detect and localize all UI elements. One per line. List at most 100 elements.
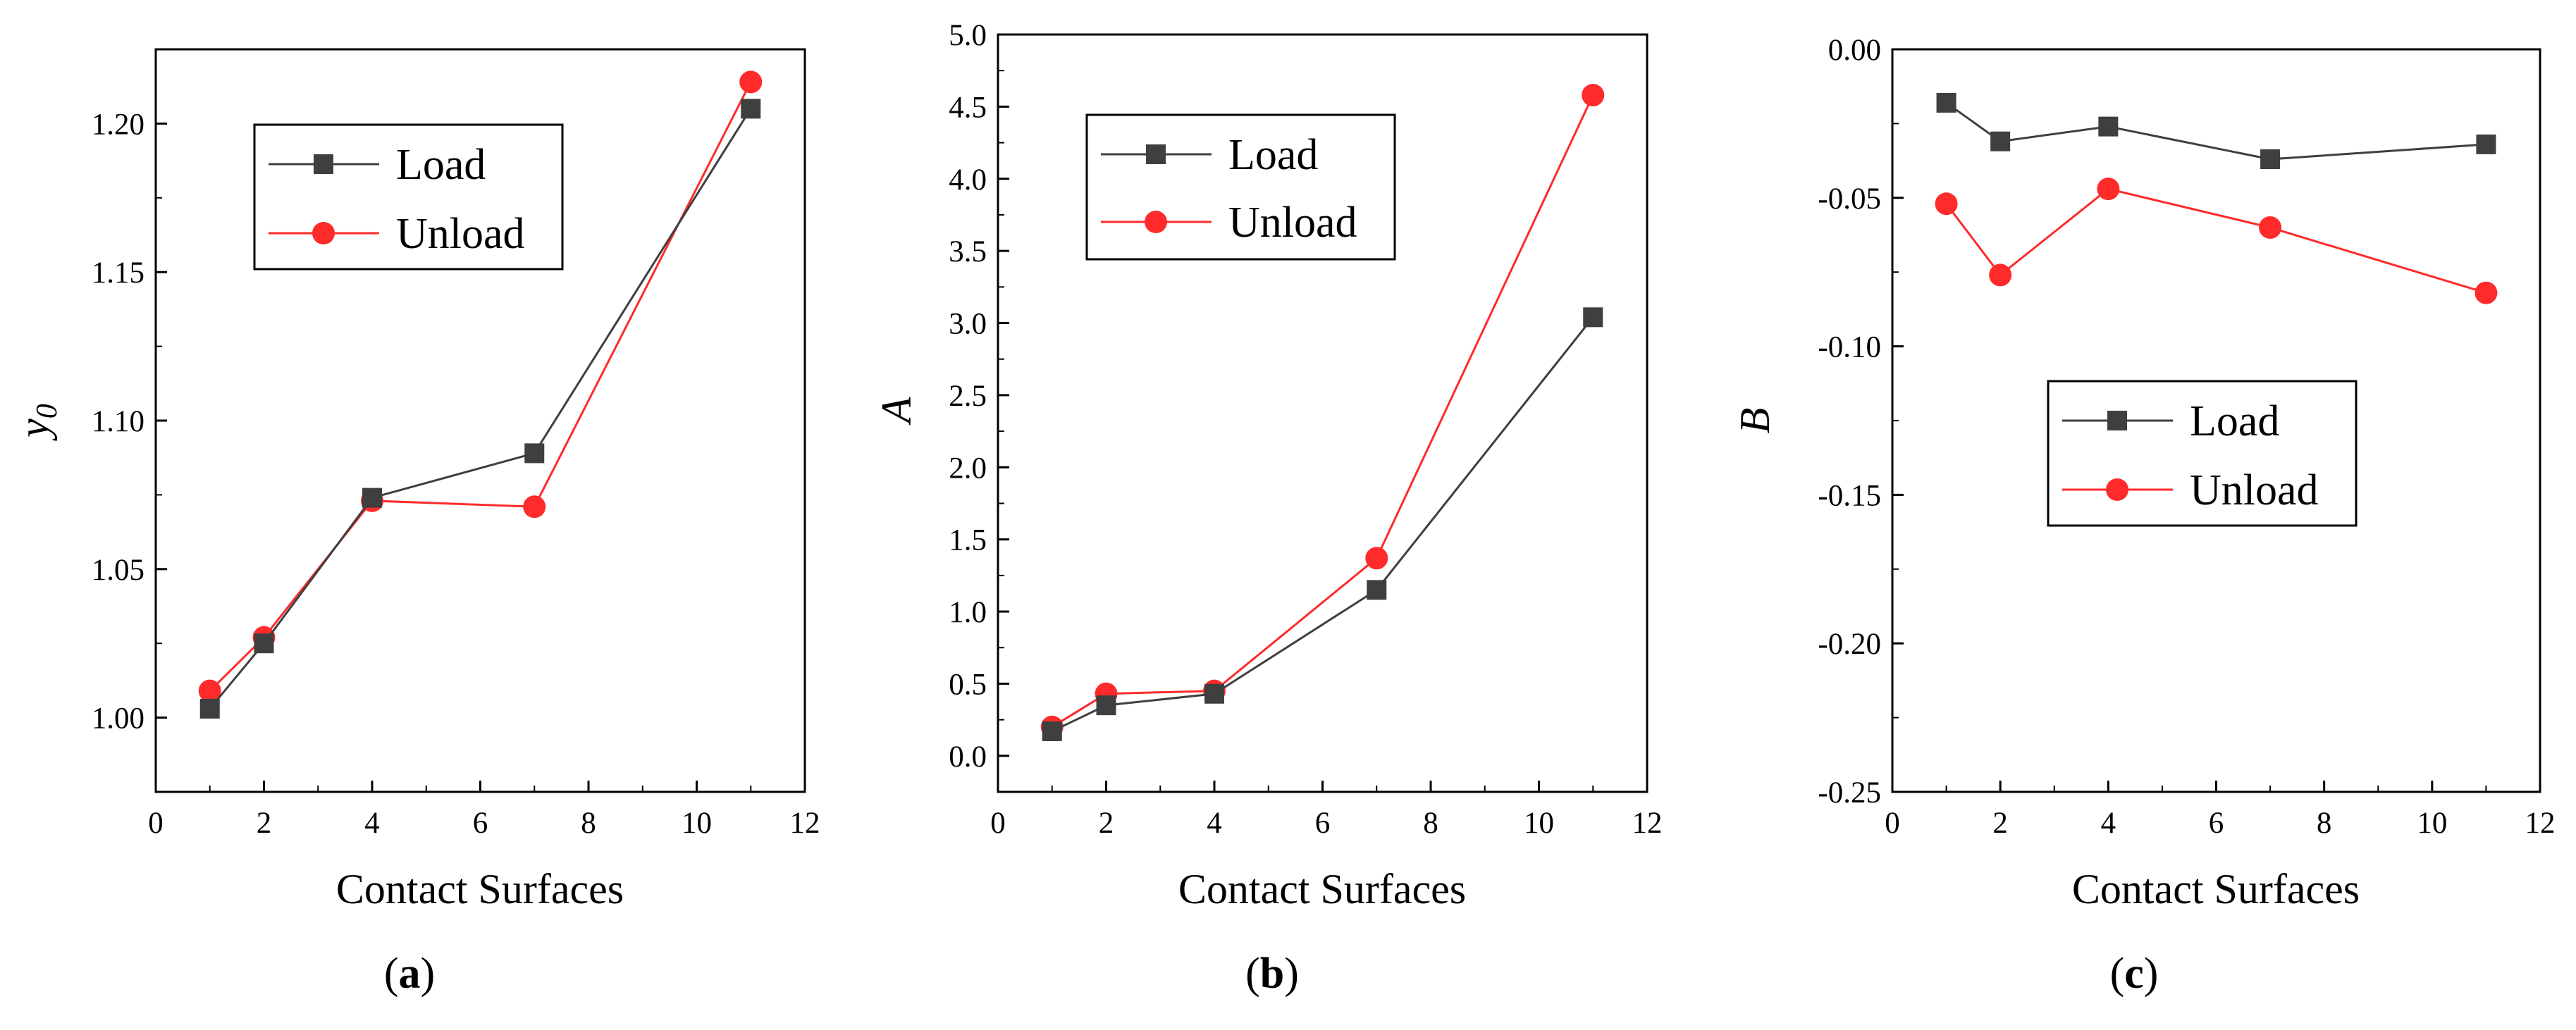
x-tick-label-c-3: 6 [2209,807,2224,840]
legend-load-label-a: Load [396,141,486,189]
y-axis-title-a: y0 [11,404,63,442]
data-point-unload-b-3 [1365,547,1388,570]
plot-series-a [198,70,763,719]
series-line-load-b [1052,316,1594,733]
x-tick-label-c-4: 8 [2317,807,2332,840]
data-point-load-a-1 [254,633,274,654]
legend-load-marker-b [1146,144,1166,164]
legend-load-marker-a [314,154,333,174]
data-point-load-c-4 [2476,134,2496,154]
y-tick-label-b-10: 5.0 [949,19,987,52]
x-tick-label-c-1: 2 [1992,807,2008,840]
plot-series-b [1040,84,1605,741]
x-tick-label-c-5: 10 [2417,807,2447,840]
x-tick-label-a-1: 2 [257,807,272,840]
x-tick-label-b-6: 12 [1632,807,1663,840]
data-point-load-a-3 [524,443,545,464]
data-point-unload-c-1 [1989,263,2012,287]
panel-caption-a-close: ) [421,950,436,998]
panel-caption-c-open: ( [2110,950,2125,998]
y-tick-label-c-1: -0.20 [1818,628,1881,661]
data-point-unload-c-0 [1935,192,1958,216]
y-tick-label-b-0: 0.0 [949,740,987,774]
x-tick-label-a-6: 12 [790,807,820,840]
panel-caption-c-close: ) [2144,950,2159,998]
legend-unload-marker-c [2106,478,2128,501]
x-tick-label-a-2: 4 [364,807,380,840]
y-tick-label-b-7: 3.5 [949,235,987,268]
data-point-unload-a-4 [739,70,763,94]
data-point-load-b-0 [1042,721,1062,741]
x-tick-label-a-0: 0 [148,807,164,840]
panel-caption-a-open: ( [384,950,399,998]
plot-ticks-c: 0 2 4 6 8 10 12 -0.25 -0.20 -0.15 -0.10 -0.05 0.00 [1818,34,2555,840]
panel-caption-b-close: ) [1284,950,1299,998]
y-tick-label-b-2: 1.0 [949,596,987,629]
legend-load-marker-c [2107,411,2127,430]
x-axis-title-b: Contact Surfaces [1178,866,1466,912]
data-point-load-b-3 [1367,580,1387,600]
x-tick-label-c-2: 4 [2101,807,2116,840]
data-point-load-a-0 [199,698,220,719]
y-axis-title-c: B [1732,408,1778,434]
x-axis-title-a: Contact Surfaces [336,866,624,912]
panel-caption-a: (a) [384,950,435,998]
data-point-unload-c-2 [2097,178,2120,201]
y-tick-label-c-4: -0.05 [1818,182,1881,216]
x-tick-label-c-0: 0 [1885,807,1900,840]
series-line-load-c [1945,101,2486,161]
panel-caption-c: (c) [2110,950,2159,998]
y-tick-label-c-5: 0.00 [1828,34,1881,67]
y-tick-label-b-6: 3.0 [949,308,987,341]
data-point-unload-b-4 [1582,84,1605,106]
legend-unload-label-b: Unload [1228,199,1357,247]
data-point-load-a-2 [362,488,382,508]
data-point-load-a-4 [741,99,761,119]
x-tick-label-b-4: 8 [1423,807,1438,840]
data-point-load-b-2 [1204,683,1224,704]
x-tick-label-b-1: 2 [1099,807,1114,840]
data-point-load-b-4 [1583,307,1603,328]
x-tick-label-a-5: 10 [682,807,712,840]
x-axis-title-c: Contact Surfaces [2072,866,2360,912]
panel-caption-a-letter: a [399,950,421,998]
panel-caption-c-letter: c [2124,950,2144,998]
y-tick-label-a-2: 1.10 [92,405,144,438]
y-tick-label-b-8: 4.0 [949,163,987,197]
chart-panel-a: 0 2 4 6 8 10 121.001.051.101.151.20 y0 Contact… [11,48,820,998]
y-tick-label-a-3: 1.15 [92,256,144,290]
plot-series-c [1935,92,2498,304]
panel-caption-b: (b) [1245,950,1299,998]
y-tick-label-b-1: 0.5 [949,668,987,701]
legend-box-b [1085,113,1396,261]
legend-unload-marker-a [312,222,335,244]
legend-unload-marker-b [1145,211,1167,233]
x-tick-label-c-6: 12 [2525,807,2556,840]
x-tick-label-b-0: 0 [990,807,1006,840]
data-point-unload-c-4 [2475,281,2498,304]
legend-load-label-b: Load [1228,131,1318,179]
y-tick-label-a-1: 1.05 [92,554,144,587]
x-tick-label-a-3: 6 [473,807,488,840]
y-tick-label-c-2: -0.15 [1818,479,1881,512]
y-tick-label-a-0: 1.00 [92,702,144,736]
x-tick-label-a-4: 8 [581,807,596,840]
y-tick-label-b-9: 4.5 [949,91,987,124]
data-point-unload-a-0 [198,679,221,702]
x-tick-label-b-5: 10 [1524,807,1554,840]
y-axis-title-a-subscript: 0 [31,404,63,418]
y-tick-label-b-5: 2.5 [949,380,987,413]
data-point-load-c-0 [1936,92,1956,113]
y-tick-label-c-0: -0.25 [1818,776,1881,809]
panel-caption-b-open: ( [1245,950,1260,998]
data-point-load-c-2 [2098,116,2119,137]
legend-unload-label-c: Unload [2190,466,2319,514]
plot-ticks-a: 0 2 4 6 8 10 12 1.00 1.05 1.10 1.15 1.20 [92,49,820,840]
legend-c: Load Unload [2047,380,2358,527]
plot-ticks-b: 0 2 4 6 8 10 12 0.0 0.5 1.0 1.5 2.0 2.5 3.0 3.5 4.0 4.5 5… [949,19,1662,840]
y-axis-title-b: A [873,397,920,426]
data-point-unload-c-3 [2259,216,2282,239]
legend-box-c [2047,380,2358,527]
data-point-load-c-1 [1990,131,2011,151]
